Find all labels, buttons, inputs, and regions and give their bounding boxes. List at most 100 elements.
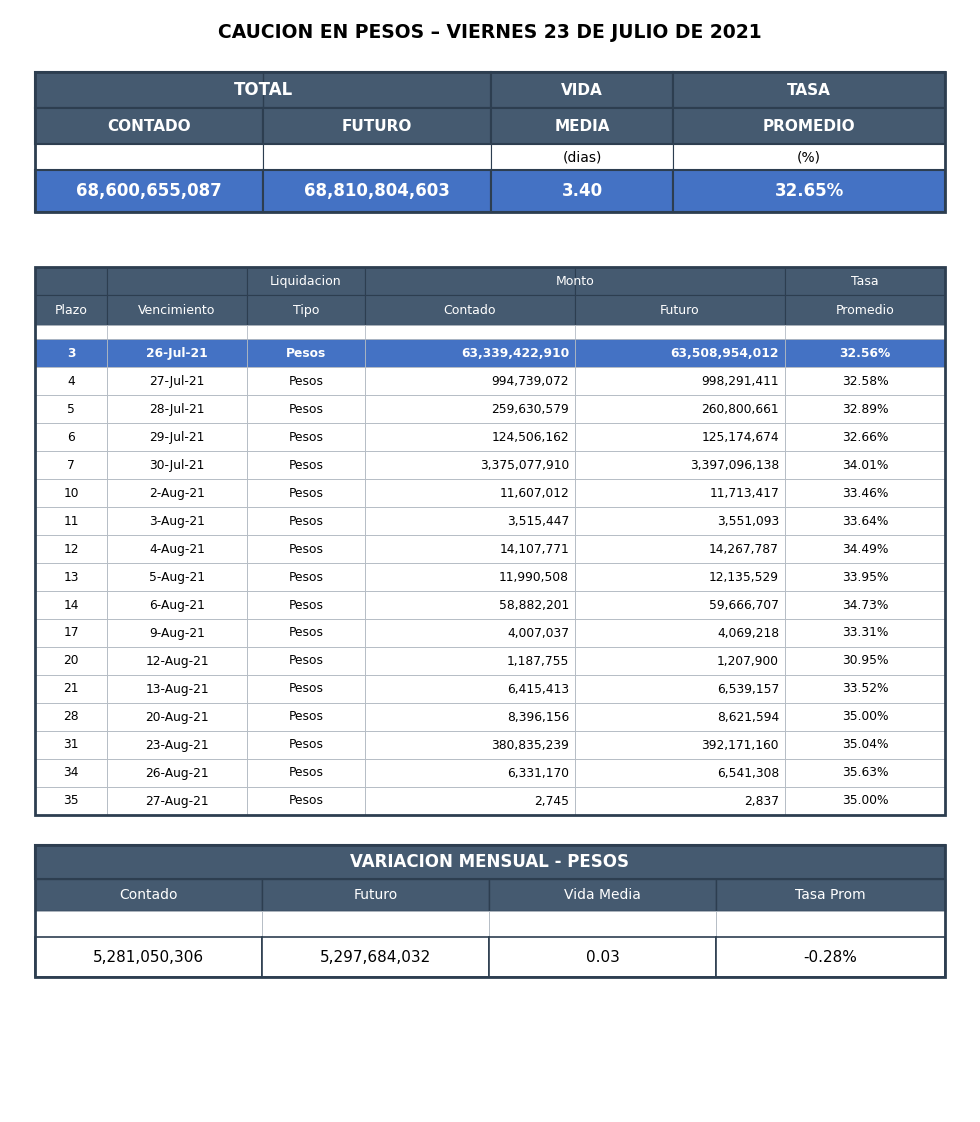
Bar [247, 479, 365, 507]
Text: Contado: Contado [444, 303, 496, 316]
Bar [365, 267, 575, 295]
Bar [575, 295, 785, 325]
Text: 11: 11 [64, 515, 78, 527]
Text: 35: 35 [63, 794, 78, 808]
Text: 32.56%: 32.56% [840, 347, 891, 359]
Text: 994,739,072: 994,739,072 [492, 375, 569, 387]
Text: 5,281,050,306: 5,281,050,306 [93, 949, 204, 965]
Text: Plazo: Plazo [55, 303, 87, 316]
Bar [247, 591, 365, 619]
Text: 33.46%: 33.46% [842, 487, 888, 499]
Text: Pesos: Pesos [288, 431, 323, 443]
Bar [35, 879, 262, 911]
Bar [575, 647, 785, 675]
Text: 5-Aug-21: 5-Aug-21 [149, 570, 205, 583]
Bar [247, 267, 365, 295]
Text: 26-Aug-21: 26-Aug-21 [145, 766, 209, 780]
Text: FUTURO: FUTURO [342, 119, 413, 134]
Text: 30.95%: 30.95% [842, 654, 888, 668]
Bar [107, 703, 247, 732]
Text: 12-Aug-21: 12-Aug-21 [145, 654, 209, 668]
Bar [365, 732, 575, 758]
Text: Pesos: Pesos [288, 766, 323, 780]
Bar [716, 911, 945, 937]
Bar [247, 325, 365, 339]
Text: 33.64%: 33.64% [842, 515, 888, 527]
Text: 4,007,037: 4,007,037 [507, 626, 569, 640]
Bar [35, 732, 107, 758]
Text: 59,666,707: 59,666,707 [710, 598, 779, 611]
Bar [263, 144, 491, 171]
Text: Pesos: Pesos [288, 375, 323, 387]
Bar [35, 647, 107, 675]
Text: 392,171,160: 392,171,160 [702, 738, 779, 752]
Bar [35, 395, 107, 423]
Bar [35, 367, 107, 395]
Bar [247, 423, 365, 451]
Text: 3,375,077,910: 3,375,077,910 [480, 459, 569, 471]
Text: 58,882,201: 58,882,201 [499, 598, 569, 611]
Text: 33.31%: 33.31% [842, 626, 888, 640]
Text: 8,396,156: 8,396,156 [507, 710, 569, 724]
Text: 68,810,804,603: 68,810,804,603 [304, 182, 450, 200]
Bar [785, 395, 945, 423]
Text: 14,267,787: 14,267,787 [710, 543, 779, 555]
Text: 3,515,447: 3,515,447 [507, 515, 569, 527]
Bar [247, 732, 365, 758]
Bar [35, 144, 263, 171]
Bar [35, 451, 107, 479]
Text: 6-Aug-21: 6-Aug-21 [149, 598, 205, 611]
Bar [785, 787, 945, 815]
Text: 26-Jul-21: 26-Jul-21 [146, 347, 208, 359]
Text: Pesos: Pesos [288, 570, 323, 583]
Text: Liquidacion: Liquidacion [270, 275, 342, 287]
Text: 6,331,170: 6,331,170 [507, 766, 569, 780]
Text: 14: 14 [64, 598, 78, 611]
Text: Pesos: Pesos [288, 515, 323, 527]
Text: 35.63%: 35.63% [842, 766, 888, 780]
Bar [247, 451, 365, 479]
Bar [489, 911, 716, 937]
Bar [35, 507, 107, 535]
Bar [575, 675, 785, 703]
Text: 2-Aug-21: 2-Aug-21 [149, 487, 205, 499]
Text: TOTAL: TOTAL [233, 81, 293, 99]
Text: 6: 6 [67, 431, 74, 443]
Text: 33.52%: 33.52% [842, 682, 888, 696]
Bar [107, 591, 247, 619]
Text: Pesos: Pesos [288, 682, 323, 696]
Text: 32.65%: 32.65% [774, 182, 844, 200]
Text: 9-Aug-21: 9-Aug-21 [149, 626, 205, 640]
Bar [262, 937, 489, 977]
Text: 260,800,661: 260,800,661 [702, 403, 779, 415]
Bar [107, 563, 247, 591]
Bar [247, 787, 365, 815]
Text: 32.66%: 32.66% [842, 431, 888, 443]
Text: 11,607,012: 11,607,012 [499, 487, 569, 499]
Text: Futuro: Futuro [354, 888, 398, 902]
Bar [247, 563, 365, 591]
Bar [575, 339, 785, 367]
Bar [262, 879, 489, 911]
Text: 6,539,157: 6,539,157 [716, 682, 779, 696]
Text: Pesos: Pesos [288, 459, 323, 471]
Text: (dias): (dias) [563, 150, 602, 164]
Text: Pesos: Pesos [288, 403, 323, 415]
Text: 14,107,771: 14,107,771 [499, 543, 569, 555]
Text: Vencimiento: Vencimiento [138, 303, 216, 316]
Text: 0.03: 0.03 [586, 949, 619, 965]
Bar [107, 325, 247, 339]
Bar [247, 675, 365, 703]
Text: Pesos: Pesos [288, 598, 323, 611]
Text: 34.01%: 34.01% [842, 459, 888, 471]
Text: 7: 7 [67, 459, 74, 471]
Text: 63,339,422,910: 63,339,422,910 [461, 347, 569, 359]
Bar [35, 171, 263, 212]
Text: Pesos: Pesos [288, 626, 323, 640]
Bar [491, 108, 673, 144]
Bar [575, 535, 785, 563]
Bar [365, 295, 575, 325]
Bar [107, 339, 247, 367]
Bar [35, 845, 945, 879]
Bar [35, 295, 107, 325]
